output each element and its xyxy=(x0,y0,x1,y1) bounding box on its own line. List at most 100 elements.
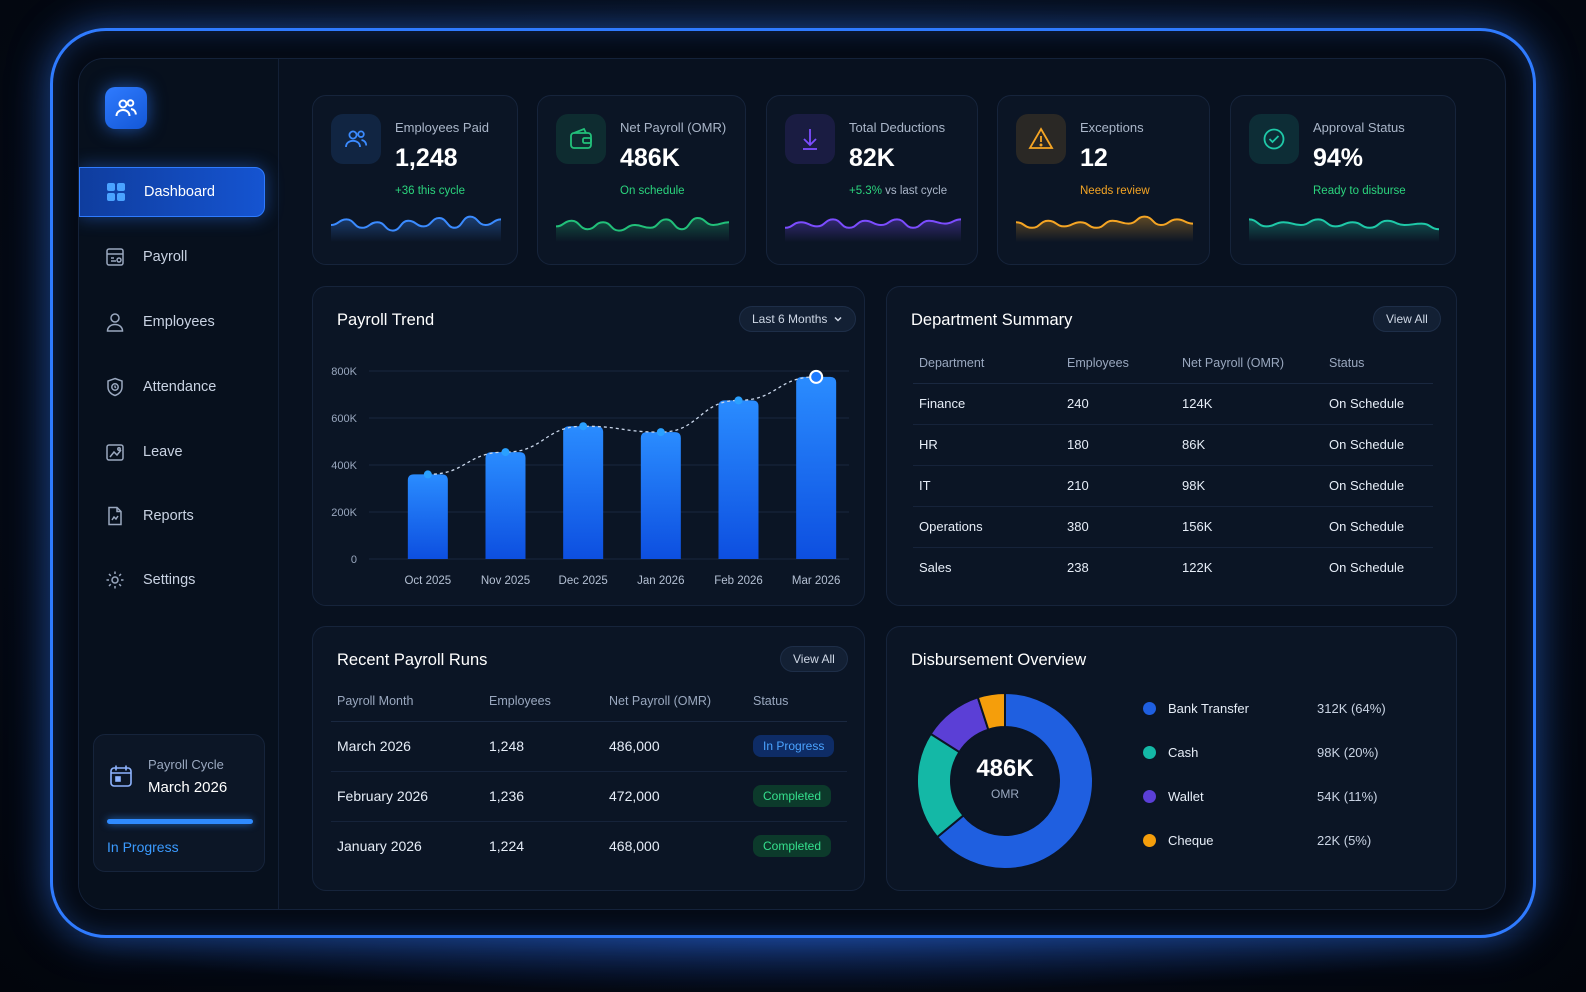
sidebar-item-payroll[interactable]: Payroll xyxy=(79,232,265,282)
status-cell: Completed xyxy=(747,821,847,871)
y-tick-label: 0 xyxy=(351,554,357,566)
employees-cell: 210 xyxy=(1061,465,1176,507)
range-dropdown[interactable]: Last 6 Months xyxy=(739,306,857,332)
status-cell: On Schedule xyxy=(1323,383,1433,425)
sidebar-item-employees[interactable]: Employees xyxy=(79,297,265,347)
sidebar-item-label: Attendance xyxy=(143,379,217,395)
kpi-card[interactable]: Net Payroll (OMR) 486K On schedule xyxy=(537,95,746,265)
sidebar-item-dashboard[interactable]: Dashboard xyxy=(79,167,265,217)
table-row[interactable]: Finance 240 124K On Schedule xyxy=(913,383,1433,425)
status-cell: On Schedule xyxy=(1323,506,1433,548)
chart-bar[interactable] xyxy=(796,376,837,559)
chart-bar[interactable] xyxy=(563,426,604,559)
trend-point[interactable] xyxy=(656,428,665,437)
kpi-label: Approval Status xyxy=(1313,120,1405,135)
kpi-subtext: Ready to disburse xyxy=(1313,185,1406,197)
cycle-label: Payroll Cycle xyxy=(148,757,224,772)
kpi-icon-box xyxy=(556,114,606,164)
sidebar-item-leave[interactable]: Leave xyxy=(79,427,265,477)
legend-swatch xyxy=(1143,834,1156,847)
sidebar-item-label: Dashboard xyxy=(144,184,215,200)
legend-item[interactable]: Cheque 22K (5%) xyxy=(1143,833,1371,848)
app-logo[interactable] xyxy=(105,87,147,129)
net-payroll-cell: 468,000 xyxy=(609,838,660,855)
department-cell: Finance xyxy=(913,383,1061,425)
view-all-runs-button[interactable]: View All xyxy=(780,646,848,672)
chart-bar[interactable] xyxy=(640,432,681,559)
kpi-subtext: +36 this cycle xyxy=(395,185,465,197)
kpi-icon-box xyxy=(1249,114,1299,164)
kpi-value: 1,248 xyxy=(395,144,458,172)
kpi-sparkline xyxy=(1016,215,1193,242)
view-all-departments-button[interactable]: View All xyxy=(1373,306,1441,332)
department-cell: IT xyxy=(913,465,1061,507)
column-header: Status xyxy=(747,681,847,722)
y-tick-label: 400K xyxy=(331,460,357,472)
legend-item[interactable]: Bank Transfer 312K (64%) xyxy=(1143,701,1386,716)
trend-point[interactable] xyxy=(501,448,510,457)
panel-title: Department Summary xyxy=(911,311,1073,329)
kpi-subtext: On schedule xyxy=(620,185,685,197)
table-row[interactable]: IT 210 98K On Schedule xyxy=(913,465,1433,507)
chart-bar[interactable] xyxy=(718,400,759,559)
table-row[interactable]: February 2026 1,236 472,000 Completed xyxy=(331,771,847,822)
net-payroll-cell: 86K xyxy=(1176,424,1323,466)
cycle-status: In Progress xyxy=(107,839,179,855)
report-icon xyxy=(108,506,122,526)
trend-point[interactable] xyxy=(423,470,432,479)
gear-icon xyxy=(106,571,124,589)
x-tick-label: Nov 2025 xyxy=(481,575,530,587)
trend-point[interactable] xyxy=(734,396,743,405)
table-row[interactable]: Operations 380 156K On Schedule xyxy=(913,506,1433,548)
panel-title: Recent Payroll Runs xyxy=(337,651,488,669)
kpi-sparkline xyxy=(556,216,729,242)
legend-value: 98K (20%) xyxy=(1317,745,1379,760)
sidebar-item-reports[interactable]: Reports xyxy=(79,491,265,541)
legend-item[interactable]: Wallet 54K (11%) xyxy=(1143,789,1377,804)
x-tick-label: Feb 2026 xyxy=(714,575,763,587)
chart-bar[interactable] xyxy=(407,474,448,559)
x-tick-label: Jan 2026 xyxy=(637,575,684,587)
donut-center-value: 486K xyxy=(976,755,1034,782)
donut-slice[interactable] xyxy=(935,691,1094,870)
donut-hole xyxy=(952,728,1058,834)
column-header: Employees xyxy=(483,681,603,722)
donut-slice[interactable] xyxy=(976,691,1006,731)
kpi-card[interactable]: Employees Paid 1,248 +36 this cycle xyxy=(312,95,518,265)
legend-swatch xyxy=(1143,702,1156,715)
trend-point[interactable] xyxy=(579,422,588,431)
reflection-glow xyxy=(40,935,1546,992)
sidebar-item-attendance[interactable]: Attendance xyxy=(79,362,265,412)
legend-item[interactable]: Cash 98K (20%) xyxy=(1143,745,1378,760)
kpi-card[interactable]: Total Deductions 82K +5.3% vs last cycle xyxy=(766,95,978,265)
kpi-value: 82K xyxy=(849,144,895,172)
recent-payroll-runs-panel: Recent Payroll Runs View All Payroll Mon… xyxy=(312,626,865,891)
status-badge: In Progress xyxy=(753,735,835,757)
status-cell: On Schedule xyxy=(1329,560,1405,576)
kpi-card[interactable]: Exceptions 12 Needs review xyxy=(997,95,1210,265)
range-dropdown-label: Last 6 Months xyxy=(752,312,828,326)
table-row[interactable]: March 2026 1,248 486,000 In Progress xyxy=(331,721,847,772)
table-row[interactable]: HR 180 86K On Schedule xyxy=(913,424,1433,466)
table-header-row: Department Employees Net Payroll (OMR) S… xyxy=(913,343,1433,384)
table-row[interactable]: January 2026 1,224 468,000 Completed xyxy=(331,821,847,871)
month-cell: February 2026 xyxy=(331,771,483,822)
net-payroll-cell: 98K xyxy=(1176,465,1323,507)
payroll-cycle-card[interactable]: Payroll Cycle March 2026 In Progress xyxy=(93,734,265,872)
net-payroll-cell: 122K xyxy=(1182,560,1213,576)
department-table: Department Employees Net Payroll (OMR) S… xyxy=(913,343,1433,588)
kpi-card[interactable]: Approval Status 94% Ready to disburse xyxy=(1230,95,1456,265)
kpi-subtext: Needs review xyxy=(1080,185,1150,197)
month-cell: January 2026 xyxy=(337,838,422,855)
table-row[interactable]: Sales 238 122K On Schedule xyxy=(913,547,1433,588)
trend-point[interactable] xyxy=(809,369,824,384)
kpi-sparkline xyxy=(1249,218,1439,242)
x-tick-label: Oct 2025 xyxy=(404,575,451,587)
kpi-icon-box xyxy=(331,114,381,164)
sidebar-item-settings[interactable]: Settings xyxy=(79,555,265,605)
warning-icon xyxy=(1028,126,1054,152)
chart-bar[interactable] xyxy=(485,452,526,559)
kpi-label: Exceptions xyxy=(1080,120,1144,135)
kpi-label: Total Deductions xyxy=(849,120,946,135)
cycle-month: March 2026 xyxy=(148,779,228,796)
